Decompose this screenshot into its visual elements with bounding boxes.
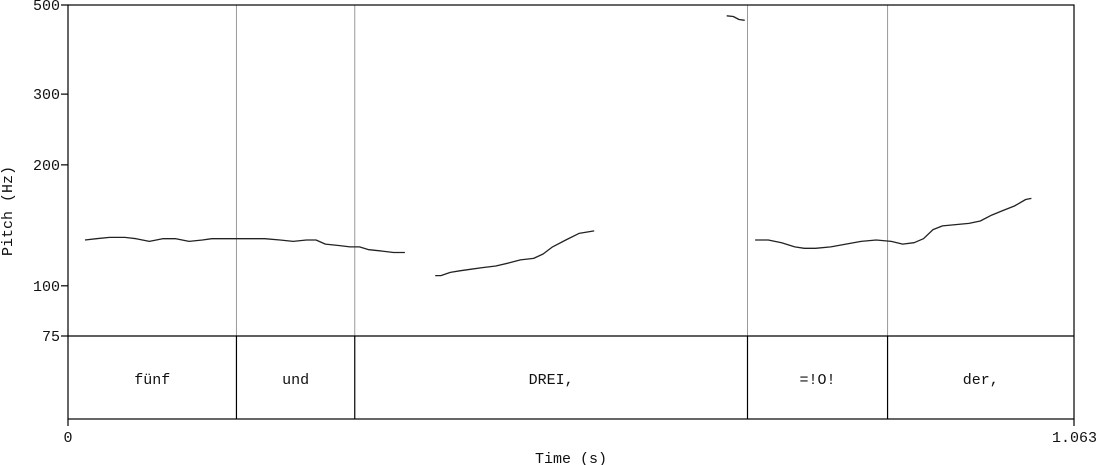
x-tick-label: 1.063 [1052, 430, 1097, 447]
x-axis: 0 1.063 [63, 419, 1097, 447]
annotation-tier: fünf und DREI, =!O! der, [134, 336, 999, 419]
interval-label: und [282, 372, 309, 389]
interval-label: der, [963, 372, 999, 389]
pitch-contour-2 [435, 230, 595, 277]
y-tick-label: 200 [33, 158, 60, 175]
pitch-contour-1 [84, 236, 405, 254]
y-tick-label: 300 [33, 87, 60, 104]
y-tick-label: 500 [33, 0, 60, 15]
interval-label: fünf [134, 372, 170, 389]
pitch-series [84, 15, 1032, 277]
x-axis-label: Time (s) [535, 451, 607, 465]
plot-frame [67, 4, 1075, 420]
pitch-contour-3 [726, 15, 745, 21]
boundary-gridlines [235, 5, 889, 336]
x-tick-label: 0 [63, 430, 72, 447]
interval-label: DREI, [529, 372, 574, 389]
y-axis: 75 100 200 300 500 [33, 0, 68, 346]
interval-label: =!O! [800, 372, 836, 389]
y-tick-label: 100 [33, 279, 60, 296]
y-tick-label: 75 [42, 329, 60, 346]
pitch-contour-4 [755, 197, 1032, 249]
y-axis-label: Pitch (Hz) [0, 166, 17, 256]
